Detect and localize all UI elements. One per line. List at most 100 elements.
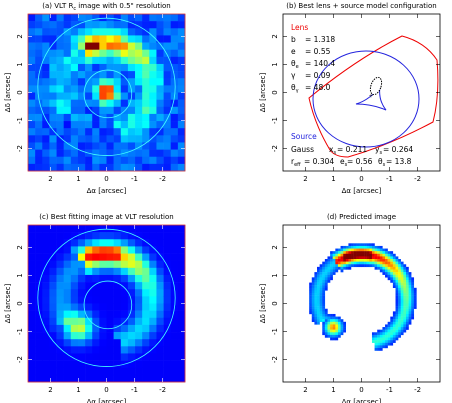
pixel <box>99 78 107 86</box>
pixel <box>92 135 100 143</box>
pixel <box>395 308 399 312</box>
pixel <box>127 78 136 86</box>
pixel <box>149 360 157 369</box>
pixel <box>317 303 320 307</box>
pixel <box>28 142 36 150</box>
pixel <box>49 142 57 150</box>
pixel <box>392 324 396 328</box>
y-tick-label: -1 <box>16 328 24 335</box>
pixel <box>156 149 164 158</box>
pixel <box>335 261 339 265</box>
pixel <box>163 353 172 361</box>
pixel <box>85 289 93 297</box>
pixel <box>377 253 381 257</box>
pixel <box>170 260 179 269</box>
pixel <box>49 99 57 108</box>
pixel <box>364 256 367 260</box>
pixel <box>28 135 36 143</box>
pixel <box>314 313 318 317</box>
pixel <box>120 92 129 100</box>
pixel <box>42 289 50 297</box>
source <box>369 76 383 96</box>
pixel <box>127 106 136 115</box>
pixel <box>106 21 114 29</box>
pixel <box>408 321 412 325</box>
pixel <box>385 332 388 336</box>
pixel <box>113 113 122 122</box>
pixel <box>120 78 129 86</box>
pixel <box>319 285 323 288</box>
pixel <box>85 78 93 86</box>
pixel <box>400 300 404 304</box>
pixel <box>335 337 339 341</box>
pixel <box>77 303 86 311</box>
pixel <box>28 92 36 100</box>
pixel <box>106 156 114 165</box>
pixel <box>120 156 129 165</box>
pixel <box>63 78 72 86</box>
pixel <box>56 56 64 65</box>
pixel <box>28 239 36 247</box>
pixel <box>49 135 57 143</box>
pixel <box>395 266 399 270</box>
pixel <box>28 63 36 72</box>
pixel <box>319 313 323 317</box>
pixel <box>70 142 79 150</box>
pixel <box>332 253 336 257</box>
pixel <box>70 225 79 233</box>
pixel <box>330 329 333 333</box>
pixel <box>99 260 107 269</box>
x-tick-label: 2 <box>303 386 307 394</box>
pixel <box>340 261 344 265</box>
pixel <box>322 287 326 291</box>
param-symbol: e <box>291 47 296 56</box>
pixel <box>324 282 328 286</box>
pixel <box>35 310 43 319</box>
pixel <box>42 78 50 86</box>
pixel <box>77 332 86 340</box>
pixel <box>120 163 129 172</box>
pixel <box>395 303 399 307</box>
pixel <box>356 243 360 247</box>
pixel <box>92 289 100 297</box>
pixel <box>163 339 172 347</box>
pixel <box>56 374 64 383</box>
pixel <box>163 78 172 86</box>
pixel <box>413 287 417 291</box>
pixel <box>356 259 360 262</box>
pixel <box>387 340 391 343</box>
pixel <box>49 63 57 72</box>
pixel <box>395 298 399 302</box>
pixel <box>348 248 352 252</box>
pixel <box>99 346 107 354</box>
pixel <box>395 306 399 309</box>
pixel <box>403 313 407 317</box>
pixel <box>77 156 86 165</box>
pixel <box>92 78 100 86</box>
pixel <box>63 339 72 347</box>
pixel <box>156 253 164 261</box>
pixel <box>379 342 383 346</box>
pixel <box>390 272 394 275</box>
pixel <box>361 251 365 254</box>
pixel <box>385 261 388 265</box>
pixel <box>127 128 136 136</box>
pixel <box>127 156 136 165</box>
pixel <box>35 332 43 340</box>
pixel <box>127 42 136 50</box>
pixel <box>170 246 179 254</box>
pixel <box>113 274 122 283</box>
pixel <box>385 342 388 346</box>
param-symbol: e <box>340 157 345 166</box>
pixel <box>28 296 36 304</box>
pixel <box>345 251 349 254</box>
pixel <box>382 337 386 341</box>
pixel <box>163 14 172 22</box>
pixel <box>63 310 72 319</box>
pixel <box>99 85 107 93</box>
pixel <box>382 256 386 260</box>
pixel <box>311 295 315 299</box>
pixel <box>63 332 72 340</box>
pixel <box>163 289 172 297</box>
pixel <box>70 296 79 304</box>
